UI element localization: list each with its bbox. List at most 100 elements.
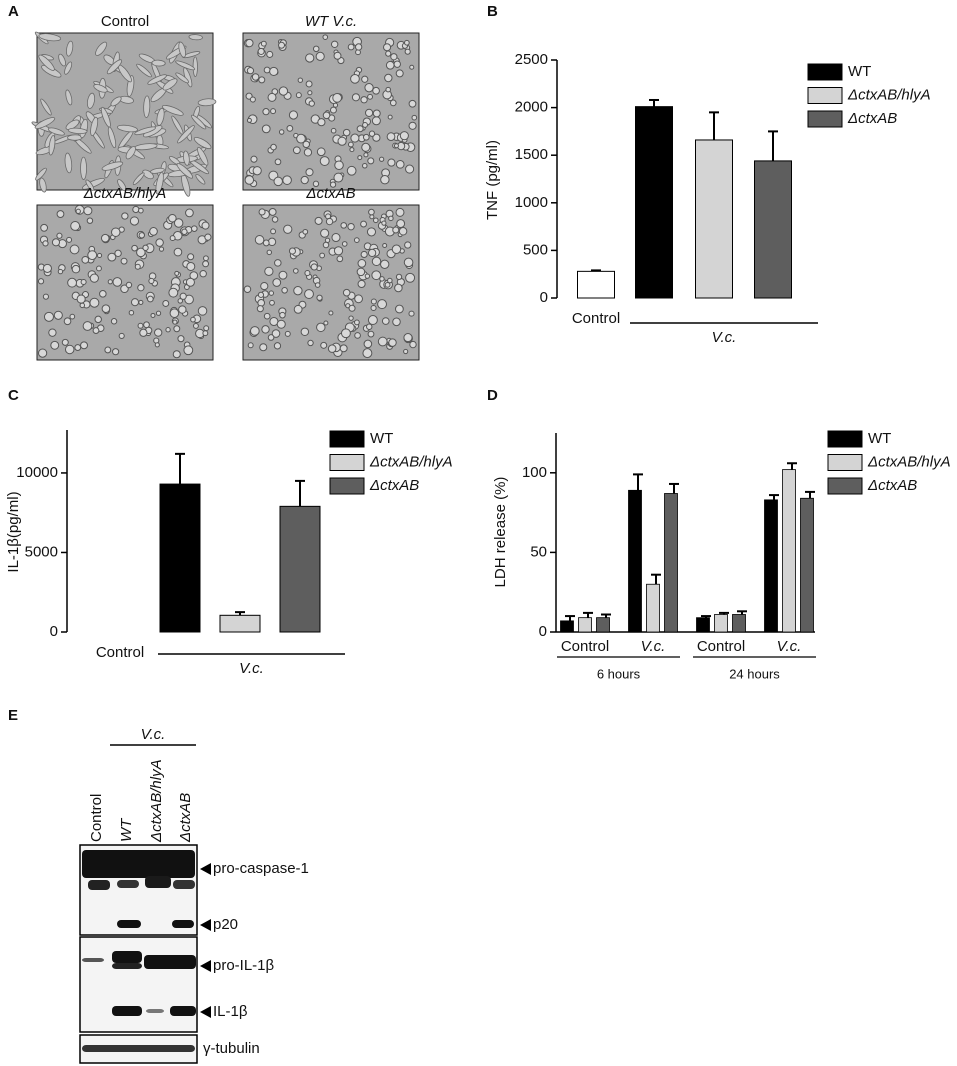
legend-label: WT	[370, 430, 393, 447]
cell	[148, 277, 155, 285]
cell	[354, 294, 363, 304]
panel-label: B	[487, 3, 498, 20]
cell	[368, 130, 376, 137]
cell	[372, 133, 381, 142]
cell	[95, 41, 108, 56]
cell	[322, 241, 330, 249]
cell	[357, 259, 367, 268]
cell	[342, 128, 351, 137]
cell	[93, 84, 108, 93]
cell	[149, 227, 158, 236]
cell	[353, 237, 360, 244]
cell	[293, 286, 303, 296]
bar	[635, 106, 673, 299]
cell	[409, 340, 417, 349]
y-tick-label: 0	[50, 623, 58, 640]
cell	[181, 228, 188, 236]
cell	[381, 317, 390, 325]
cell	[192, 56, 198, 78]
cell	[384, 281, 391, 288]
cell	[348, 315, 354, 321]
cell	[257, 299, 266, 307]
cell	[147, 74, 167, 85]
cell	[177, 298, 184, 304]
cell	[395, 69, 404, 78]
cell	[107, 252, 117, 262]
cell	[179, 292, 187, 300]
cell	[403, 257, 414, 268]
cell	[263, 66, 271, 74]
cell	[329, 106, 337, 114]
cell	[386, 132, 396, 142]
blot-arrow	[200, 1006, 211, 1018]
cell	[379, 276, 385, 282]
cell	[42, 293, 50, 300]
cell	[64, 152, 73, 174]
cell	[195, 173, 206, 185]
cell	[347, 222, 355, 231]
legend-label: ΔctxAB/hlyA	[369, 453, 453, 470]
cell	[197, 98, 217, 107]
cell	[257, 47, 265, 55]
cell	[367, 315, 378, 325]
cell	[67, 127, 88, 135]
cell	[391, 244, 402, 254]
cell	[190, 316, 196, 323]
cell	[56, 210, 65, 218]
bar	[159, 483, 201, 633]
cell	[372, 217, 379, 224]
cell	[61, 338, 69, 346]
cell	[80, 341, 89, 350]
blot-label: pro-IL-1β	[213, 957, 275, 974]
cell	[408, 310, 415, 317]
cell	[364, 108, 374, 117]
cell	[178, 41, 186, 58]
cell	[333, 51, 342, 60]
cell	[399, 131, 409, 141]
cell	[266, 249, 272, 256]
cell	[372, 109, 381, 118]
cell	[175, 60, 196, 71]
cell	[67, 277, 77, 288]
bar	[782, 469, 796, 633]
blot-label: IL-1β	[213, 1003, 248, 1020]
cell	[174, 270, 180, 276]
cell	[82, 321, 93, 331]
y-axis-label: TNF (pg/ml)	[484, 140, 501, 220]
cell	[333, 172, 344, 183]
group-label: 24 hours	[729, 666, 780, 681]
cell	[394, 304, 404, 314]
cell	[191, 114, 207, 130]
cell	[389, 99, 397, 107]
cell	[315, 51, 325, 61]
cell	[360, 220, 367, 228]
cell	[384, 73, 393, 83]
panel-label: D	[487, 387, 498, 404]
cell	[64, 61, 73, 75]
lane-label: ΔctxAB/hlyA	[148, 759, 165, 843]
cell	[353, 319, 360, 326]
cell	[357, 279, 366, 289]
cell	[259, 343, 268, 352]
cell	[51, 238, 61, 247]
cell	[89, 297, 100, 308]
cell	[47, 127, 65, 136]
cell	[57, 268, 64, 275]
cell	[347, 43, 355, 51]
cell	[409, 64, 415, 70]
bar	[764, 499, 778, 633]
y-tick-label: 0	[539, 623, 547, 640]
y-tick-label: 2500	[515, 51, 548, 68]
cell	[203, 325, 210, 332]
cell	[271, 329, 281, 338]
cell	[56, 232, 63, 239]
blot-band	[112, 1006, 142, 1016]
cell	[387, 158, 396, 167]
legend-swatch	[807, 87, 843, 104]
cell	[172, 319, 178, 325]
cell	[117, 124, 138, 133]
cell	[187, 253, 195, 261]
cell	[383, 43, 392, 52]
cell	[393, 60, 401, 68]
bracket-label: V.c.	[239, 660, 264, 677]
